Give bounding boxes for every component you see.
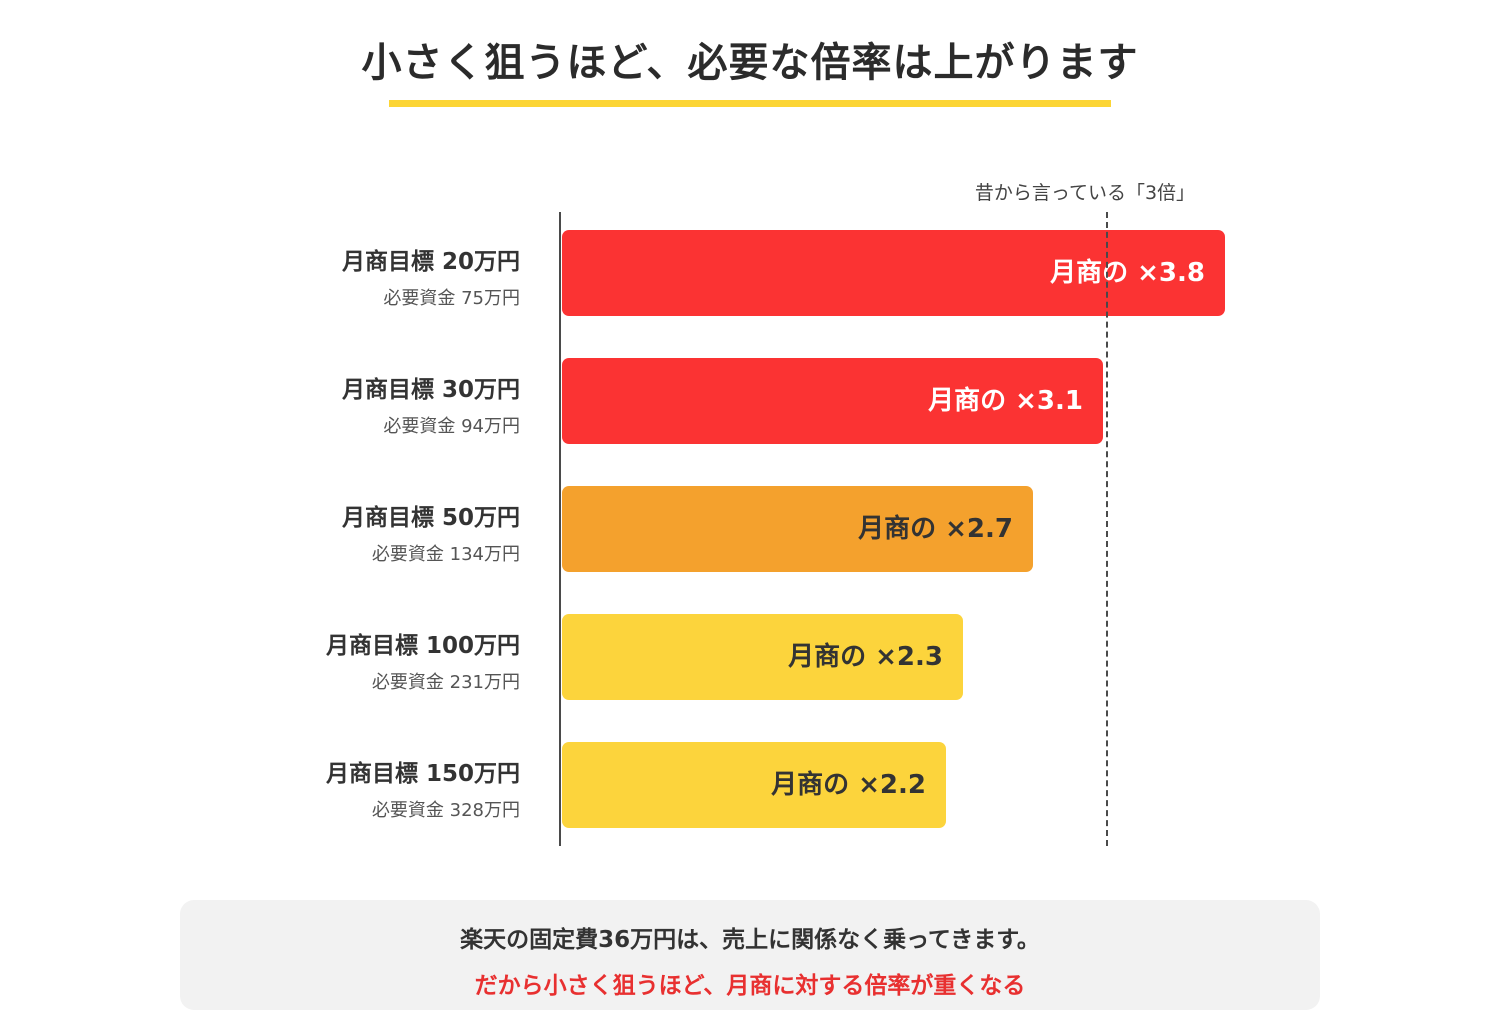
required-capital-label: 必要資金 231万円	[371, 672, 520, 693]
bar: 月商の ×2.3	[562, 614, 963, 700]
data-label: 月商の ×2.7	[858, 514, 1013, 544]
required-capital-label: 必要資金 94万円	[383, 416, 520, 437]
data-label: 月商の ×3.1	[928, 386, 1083, 416]
bar-row-30man: 月商目標 30万円 必要資金 94万円 月商の ×3.1	[0, 358, 1500, 444]
chart-title: 小さく狙うほど、必要な倍率は上がります	[361, 40, 1139, 86]
category-label: 月商目標 50万円 必要資金 134万円	[220, 498, 520, 566]
monthly-target-label: 月商目標 30万円	[341, 377, 520, 403]
reference-line-3x	[1106, 212, 1108, 846]
title-underline	[389, 100, 1111, 107]
bar: 月商の ×3.8	[562, 230, 1225, 316]
bar-row-50man: 月商目標 50万円 必要資金 134万円 月商の ×2.7	[0, 486, 1500, 572]
note-line-fixed-cost: 楽天の固定費36万円は、売上に関係なく乗ってきます。	[460, 927, 1040, 953]
monthly-target-label: 月商目標 50万円	[341, 505, 520, 531]
bar-row-150man: 月商目標 150万円 必要資金 328万円 月商の ×2.2	[0, 742, 1500, 828]
bar: 月商の ×2.2	[562, 742, 946, 828]
category-label: 月商目標 150万円 必要資金 328万円	[220, 754, 520, 822]
data-label: 月商の ×3.8	[1050, 258, 1205, 288]
category-label: 月商目標 100万円 必要資金 231万円	[220, 626, 520, 694]
monthly-target-label: 月商目標 150万円	[325, 761, 520, 787]
bar: 月商の ×2.7	[562, 486, 1033, 572]
y-axis-line	[559, 212, 561, 846]
data-label: 月商の ×2.2	[771, 770, 926, 800]
note-line-conclusion: だから小さく狙うほど、月商に対する倍率が重くなる	[474, 973, 1026, 999]
explanation-note: 楽天の固定費36万円は、売上に関係なく乗ってきます。 だから小さく狙うほど、月商…	[180, 900, 1320, 1010]
reference-label: 昔から言っている「3倍」	[974, 182, 1196, 204]
required-capital-label: 必要資金 134万円	[371, 544, 520, 565]
category-label: 月商目標 30万円 必要資金 94万円	[220, 370, 520, 438]
category-label: 月商目標 20万円 必要資金 75万円	[220, 242, 520, 310]
bar-row-20man: 月商目標 20万円 必要資金 75万円 月商の ×3.8	[0, 230, 1500, 316]
monthly-target-label: 月商目標 20万円	[341, 249, 520, 275]
required-capital-label: 必要資金 328万円	[371, 800, 520, 821]
bar: 月商の ×3.1	[562, 358, 1103, 444]
bar-row-100man: 月商目標 100万円 必要資金 231万円 月商の ×2.3	[0, 614, 1500, 700]
monthly-target-label: 月商目標 100万円	[325, 633, 520, 659]
required-capital-label: 必要資金 75万円	[383, 288, 520, 309]
data-label: 月商の ×2.3	[788, 642, 943, 672]
